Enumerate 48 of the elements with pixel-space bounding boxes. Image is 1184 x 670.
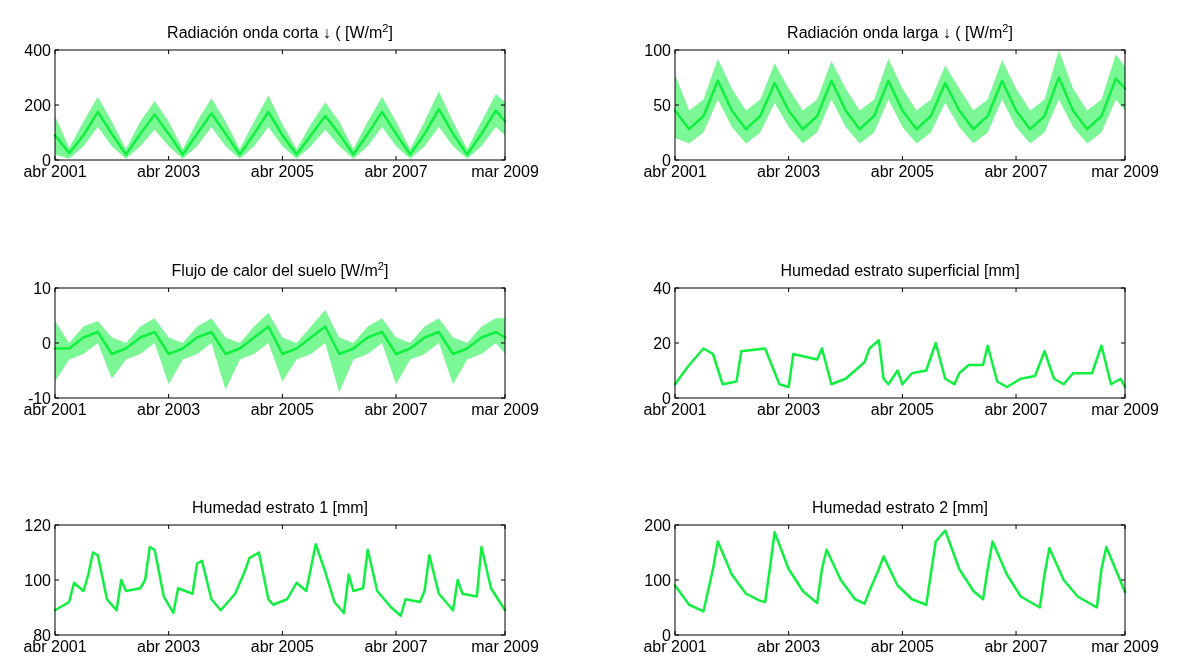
line-series (53, 325, 507, 356)
chart-title: Radiación onda larga ↓ ( [W/m$^{2}$] (787, 22, 1013, 41)
x-tick-label: abr 2003 (137, 401, 201, 418)
line-series (673, 339, 1127, 389)
x-tick-label: abr 2007 (984, 638, 1048, 655)
x-tick-label: abr 2003 (757, 401, 821, 418)
x-tick-label: mar 2009 (471, 638, 539, 655)
x-tick-label: abr 2007 (364, 401, 428, 418)
x-tick-label: abr 2007 (984, 163, 1048, 180)
chart-title: Humedad estrato 1 [mm] (191, 499, 369, 516)
x-tick-label: abr 2007 (364, 163, 428, 180)
x-tick-label: abr 2005 (870, 401, 935, 418)
x-tick-label: abr 2005 (870, 163, 935, 180)
line-series (673, 529, 1127, 613)
y-tick-label: 100 (644, 42, 672, 59)
chart-title: Humedad estrato 2 [mm] (811, 499, 989, 516)
x-tick-label: abr 2007 (364, 638, 428, 655)
x-tick-label: abr 2005 (250, 638, 315, 655)
y-tick-label: 0 (42, 335, 52, 352)
x-tick-label: abr 2003 (757, 638, 821, 655)
x-tick-label: mar 2009 (1091, 163, 1159, 180)
chart-title: Radiación onda corta ↓ ( [W/m$^{2}$] (167, 22, 393, 41)
x-tick-label: abr 2005 (250, 401, 315, 418)
y-tick-label: 100 (24, 572, 52, 589)
line-series (53, 107, 507, 156)
line-series (673, 76, 1127, 131)
chart-title: Humedad estrato superficial [mm] (780, 262, 1020, 279)
y-tick-label: 20 (653, 335, 672, 352)
chart-title: Flujo de calor del suelo [W/m$^{2}$] (171, 260, 389, 279)
y-tick-label: 40 (653, 280, 672, 297)
x-tick-label: abr 2007 (984, 401, 1048, 418)
y-tick-label: 100 (644, 572, 672, 589)
x-tick-label: mar 2009 (471, 163, 539, 180)
x-tick-label: abr 2005 (870, 638, 935, 655)
y-tick-label: 200 (24, 97, 52, 114)
x-tick-label: abr 2003 (757, 163, 821, 180)
x-tick-label: abr 2003 (137, 638, 201, 655)
x-tick-label: mar 2009 (1091, 638, 1159, 655)
x-tick-label: mar 2009 (471, 401, 539, 418)
y-tick-label: 400 (24, 42, 52, 59)
line-series (53, 543, 507, 617)
y-tick-label: 120 (24, 517, 52, 534)
x-tick-label: abr 2003 (137, 163, 201, 180)
y-tick-label: 200 (644, 517, 672, 534)
x-tick-label: mar 2009 (1091, 401, 1159, 418)
x-tick-label: abr 2005 (250, 163, 315, 180)
y-tick-label: 50 (653, 97, 672, 114)
y-tick-label: 10 (33, 280, 52, 297)
